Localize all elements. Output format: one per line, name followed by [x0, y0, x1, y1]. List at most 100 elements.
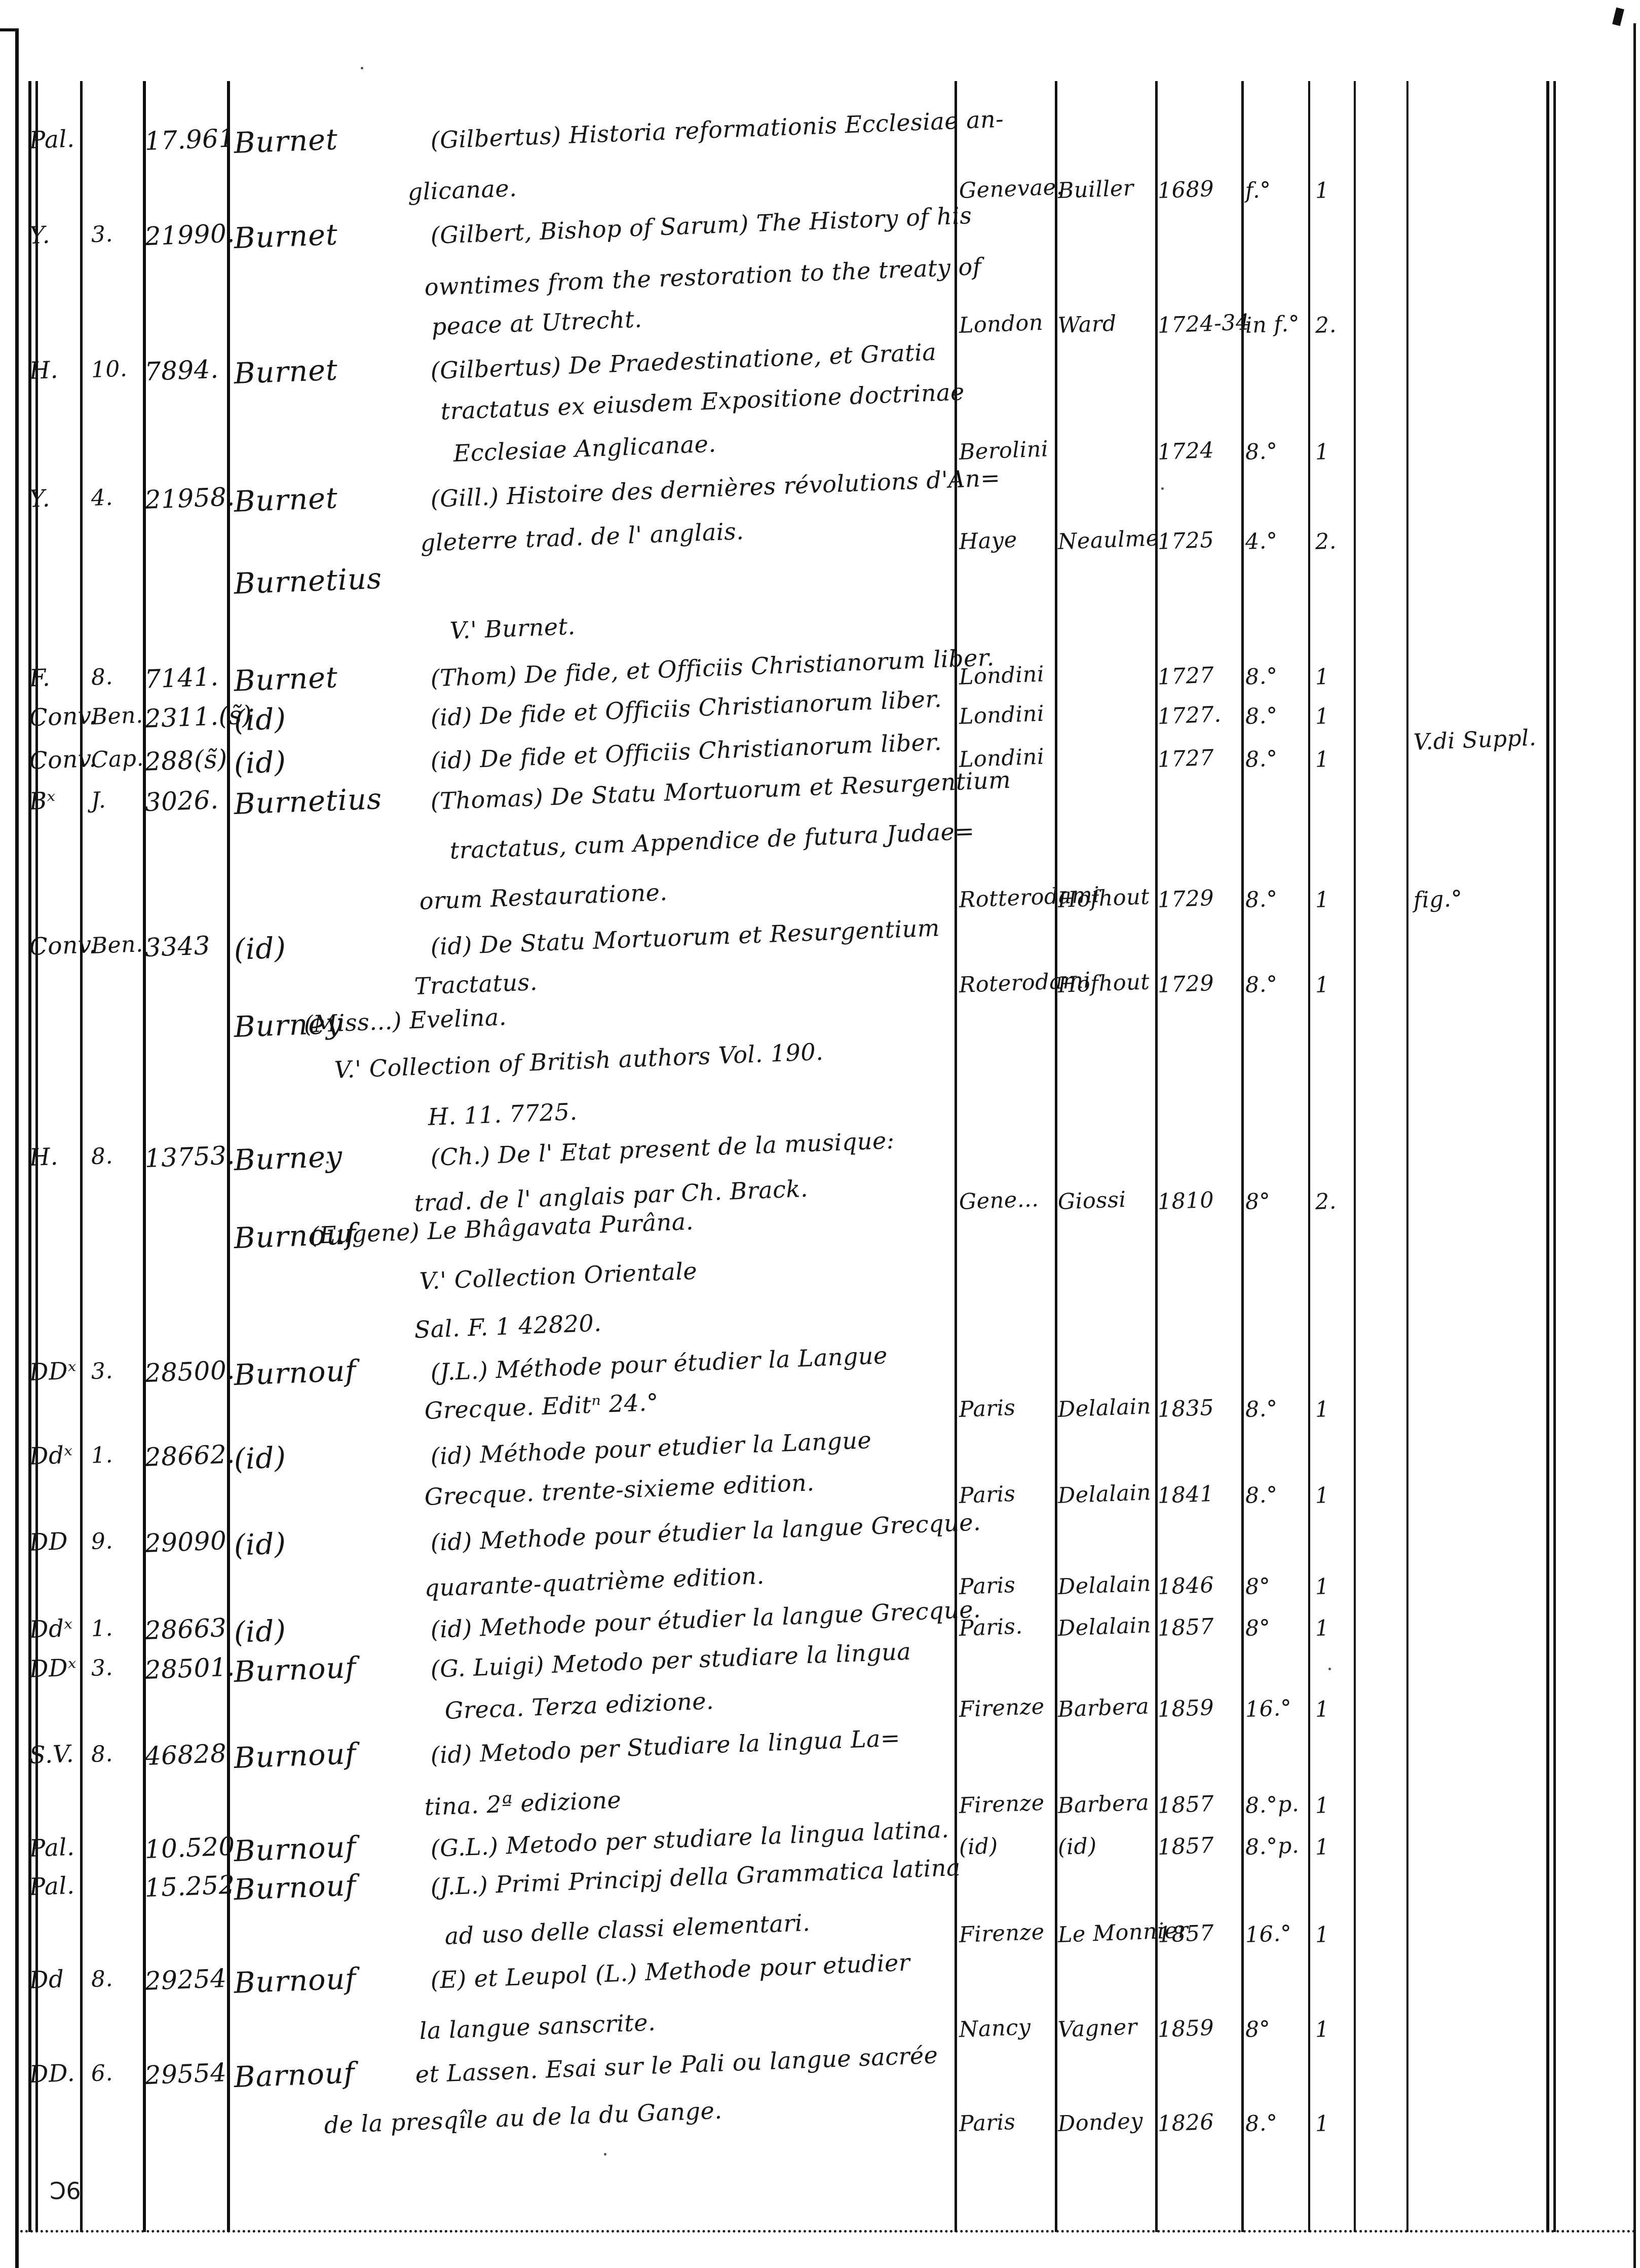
shelf-mark: S.V.	[28, 1740, 74, 1770]
volume-count: 2.	[1314, 312, 1337, 338]
shelf-mark: Dd	[28, 1965, 65, 1994]
author-name: Burnetius	[233, 782, 383, 821]
publisher-name: Delalain	[1057, 1394, 1152, 1423]
author-name: Burnouf	[233, 1830, 357, 1868]
catalog-number: 21990.	[144, 218, 236, 251]
shelf-mark: DD.	[28, 2059, 75, 2089]
shelf-number: 3.	[90, 1655, 113, 1681]
title-line: Grecque. trente-sixieme edition.	[424, 1469, 815, 1511]
author-name: Burnet	[233, 481, 339, 519]
author-name: Burnet	[233, 218, 339, 255]
dust-speck	[604, 2153, 606, 2156]
shelf-mark: DDˣ	[28, 1357, 78, 1387]
table-left-rule-b	[35, 81, 38, 2232]
publication-place: Paris.	[958, 1613, 1023, 1641]
title-line: tractatus ex eiusdem Expositione doctrin…	[440, 378, 965, 425]
author-name: Burney	[233, 1139, 344, 1177]
dust-speck	[766, 217, 769, 219]
publication-place: Londini	[958, 701, 1045, 729]
format: 8.°	[1244, 703, 1278, 729]
title-line: peace at Utrecht.	[431, 305, 643, 340]
publication-place: London	[958, 310, 1044, 338]
publisher-name: Barbera	[1057, 1790, 1150, 1819]
catalog-number: 29554	[144, 2057, 227, 2090]
format: 8.°	[1244, 1482, 1278, 1509]
publication-year: 1724-34	[1157, 310, 1250, 338]
shelf-mark: Pal.	[28, 1871, 75, 1901]
author-name: Burnouf	[233, 1868, 357, 1907]
publication-year: 1857	[1157, 1791, 1215, 1819]
publication-place: Firenze	[958, 1919, 1045, 1948]
volume-count: 1	[1314, 972, 1330, 998]
publication-year: 1859	[1157, 2015, 1215, 2043]
shelf-number: 1.	[90, 1442, 113, 1469]
shelf-mark: Conv.	[28, 931, 97, 961]
title-line: (Eugene) Le Bhâgavata Purâna.	[309, 1207, 694, 1249]
volume-count: 1	[1314, 1834, 1330, 1860]
author-name: (id)	[233, 702, 287, 738]
margin-note: V.di Suppl.	[1413, 724, 1537, 755]
notes-double-rule-a	[1546, 81, 1549, 2232]
volume-count: 1	[1314, 887, 1330, 913]
column-rule-num-catalog	[143, 81, 146, 2232]
publisher-name: Barbera	[1057, 1694, 1150, 1722]
catalog-number: 7141.	[144, 662, 219, 694]
publisher-name: Hofhout	[1057, 884, 1150, 913]
format: 16.°	[1244, 1920, 1292, 1948]
title-line: Grecque. Editⁿ 24.°	[424, 1388, 659, 1425]
title-line: (Gill.) Histoire des dernières révolutio…	[430, 464, 1001, 513]
shelf-mark: H.	[28, 1142, 59, 1172]
publication-place: Firenze	[958, 1694, 1045, 1722]
volume-count: 1	[1314, 1573, 1330, 1600]
title-line: orum Restauratione.	[418, 878, 668, 915]
publication-place: Paris	[958, 2109, 1016, 2137]
shelf-number: 8.	[90, 664, 113, 690]
title-line: (id) De Statu Mortuorum et Resurgentium	[430, 914, 940, 960]
author-name: Burnouf	[233, 1962, 357, 2000]
volume-count: 1	[1314, 1615, 1330, 1641]
title-line: (id) Methode pour étudier la langue Grec…	[430, 1508, 981, 1556]
column-rule-format-volumes	[1308, 81, 1310, 2232]
author-name: Burnet	[233, 123, 339, 160]
publisher-name: Delalain	[1057, 1571, 1152, 1600]
publication-place: (id)	[958, 1833, 999, 1860]
title-line: (Gilbert, Bishop of Sarum) The History o…	[430, 201, 973, 249]
publication-year: 1846	[1157, 1572, 1215, 1600]
publication-place: Firenze	[958, 1790, 1045, 1819]
volume-count: 1	[1314, 664, 1330, 690]
title-line: la langue sanscrite.	[418, 2008, 656, 2045]
publication-place: Paris	[958, 1481, 1016, 1509]
title-line: (J.L.) Primi Principj della Grammatica l…	[430, 1853, 961, 1901]
title-line: tractatus, cum Appendice de futura Judae…	[449, 817, 975, 864]
publication-year: 1859	[1157, 1695, 1215, 1722]
shelf-number: Ben.	[90, 931, 144, 959]
catalog-number: 46828	[144, 1738, 227, 1771]
column-rule-publisher-year	[1155, 81, 1158, 2232]
format: in f.°	[1244, 311, 1301, 338]
author-name: Burnouf	[233, 1354, 357, 1392]
volume-count: 1	[1314, 746, 1330, 773]
title-line: (J.L.) Méthode pour étudier la Langue	[430, 1341, 888, 1386]
publisher-name: Delalain	[1057, 1480, 1152, 1509]
title-line: de la presqîle au de la du Gange.	[323, 2096, 723, 2139]
author-name: Burnetius	[233, 562, 383, 601]
publication-year: 1810	[1157, 1187, 1215, 1215]
catalog-number: 7894.	[144, 354, 219, 387]
format: 8.°	[1244, 438, 1278, 465]
shelf-number: J.	[90, 787, 106, 814]
shelf-mark: Y.	[28, 484, 51, 513]
shelf-mark: Ddˣ	[28, 1441, 73, 1471]
publication-year: 1729	[1157, 885, 1215, 913]
title-line: (Thomas) De Statu Mortuorum et Resurgent…	[430, 766, 1012, 815]
author-name: Burnet	[233, 661, 339, 698]
shelf-mark: Ddˣ	[28, 1614, 73, 1644]
title-line: (id) De fide et Officiis Christianorum l…	[430, 728, 942, 775]
publisher-name: Vagner	[1057, 2014, 1138, 2043]
volume-count: 1	[1314, 2110, 1330, 2137]
publication-place: Nancy	[958, 2014, 1032, 2043]
catalog-number: 21958.	[144, 482, 236, 515]
publisher-name: Ward	[1057, 311, 1117, 338]
volume-count: 1	[1314, 1696, 1330, 1722]
title-line: Tractatus.	[413, 968, 538, 1000]
shelf-number: 6.	[90, 2060, 113, 2087]
